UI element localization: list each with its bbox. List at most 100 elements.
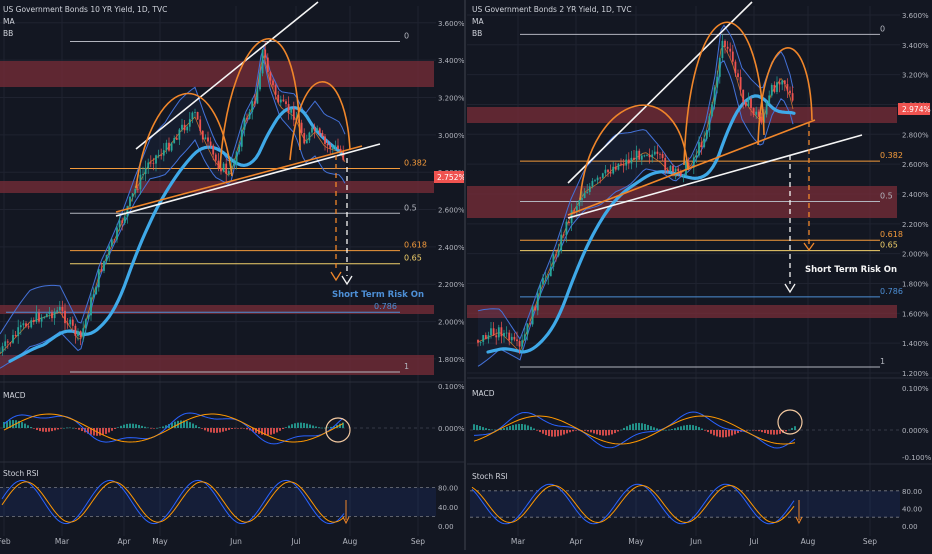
y-tick-label: 2.000% (438, 319, 465, 327)
candle (97, 269, 100, 288)
macd-histogram-bar (339, 423, 341, 428)
candle (337, 145, 339, 149)
candle (721, 40, 724, 59)
macd-histogram-bar (324, 427, 326, 429)
candle (635, 150, 638, 160)
candle (711, 104, 713, 117)
annotation-text: Short Term Risk On (332, 290, 424, 300)
macd-label: MACD (472, 389, 495, 398)
candle (599, 177, 602, 179)
candle (633, 157, 635, 160)
candle (510, 336, 513, 341)
candle (79, 331, 82, 338)
stoch-band (0, 487, 436, 517)
candle (199, 119, 202, 131)
candle (674, 168, 677, 172)
candle (35, 312, 38, 323)
candle (256, 89, 259, 104)
macd-histogram-bar (776, 430, 778, 435)
macd-histogram-bar (473, 424, 475, 430)
macd-histogram-bar (210, 428, 212, 433)
macd-histogram-bar (650, 426, 652, 430)
macd-histogram-bar (668, 429, 670, 431)
candle (183, 124, 186, 131)
fib-label: 0.382 (880, 151, 903, 160)
candle (201, 130, 204, 140)
macd-histogram-bar (779, 430, 781, 434)
x-tick-label: Aug (801, 537, 816, 546)
candle (612, 166, 615, 174)
candle (279, 99, 282, 103)
candle (544, 277, 547, 279)
x-axis: Mar Apr May Jun Jul Aug Sep (511, 537, 877, 546)
candle (110, 239, 113, 247)
arc-1 (579, 104, 689, 201)
candle (729, 48, 732, 52)
x-axis: Feb Mar Apr May Jun Jul Aug Sep (0, 537, 425, 546)
macd-histogram-bar (770, 430, 772, 435)
candle (61, 306, 64, 311)
candle (617, 163, 620, 170)
x-tick-label: Jul (748, 537, 758, 546)
candle (526, 323, 529, 335)
candle (643, 155, 646, 157)
macd-histogram-bar (60, 428, 62, 429)
grid (467, 6, 900, 536)
y-tick-label: 1.800% (438, 356, 465, 364)
arc-2 (683, 21, 765, 166)
macd-histogram-bar (488, 428, 490, 430)
dashed-arrow-down-icon (342, 516, 350, 525)
macd-histogram-bar (602, 430, 604, 436)
candle (601, 173, 604, 178)
candle (173, 138, 176, 144)
macd-histogram-bar (608, 430, 610, 436)
macd-histogram-bar (309, 424, 311, 428)
stoch-k-line (1, 479, 345, 525)
macd-histogram-bar (521, 423, 523, 430)
x-tick-label: Sep (863, 537, 877, 546)
candle (562, 234, 565, 236)
candle (339, 148, 342, 152)
x-tick-label: Jul (290, 537, 300, 546)
macd-histogram-bar (647, 424, 649, 430)
macd-histogram-bar (99, 428, 101, 436)
macd-histogram-bar (72, 427, 74, 429)
macd-histogram-bar (713, 430, 715, 436)
candle (508, 332, 511, 341)
candle (225, 163, 228, 174)
macd-histogram-bar (515, 424, 517, 430)
macd-histogram-bar (102, 428, 104, 435)
candle (586, 191, 589, 193)
macd-histogram-bar (294, 423, 296, 428)
candle (123, 216, 126, 223)
macd-histogram-bar (572, 430, 574, 432)
candle (614, 166, 617, 170)
candle (303, 133, 306, 144)
macd-histogram-bar (93, 428, 95, 436)
macd-histogram-bar (198, 426, 200, 428)
candle (521, 340, 524, 347)
candle (776, 82, 778, 92)
candle (713, 87, 716, 105)
macd-histogram-bar (683, 425, 685, 430)
candle (222, 163, 225, 172)
macd-histogram-bar (126, 423, 128, 428)
candle (204, 137, 207, 140)
indicator-ma: MA (472, 17, 484, 26)
candle (609, 172, 612, 174)
macd-histogram-bar (186, 421, 188, 428)
y-tick-label: 1.600% (902, 310, 929, 318)
stoch-tick-label: 80.00 (902, 488, 922, 496)
candle (235, 151, 238, 164)
fib-label: 0 (404, 31, 409, 40)
macd-histogram-bar (731, 430, 733, 436)
macd-tick-label: 0.100% (438, 383, 465, 391)
candle (318, 128, 321, 133)
trendline-white-resistance (567, 1, 753, 184)
macd-histogram-bar (503, 428, 505, 430)
candle (542, 278, 544, 285)
macd-pane: 0.100% 0.000% -0.100% (470, 385, 932, 462)
macd-histogram-bar (680, 426, 682, 430)
circle-highlight-icon (777, 409, 803, 435)
candle (539, 284, 542, 294)
